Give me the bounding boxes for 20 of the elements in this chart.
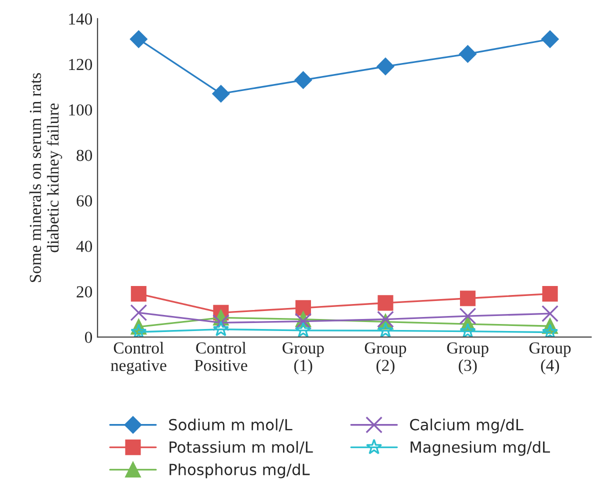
legend-label: Magnesium mg/dL [410,441,550,456]
legend-label: Calcium mg/dL [410,418,524,434]
y-tick-label: 80 [76,150,92,162]
x-tick-label: Group (4) [529,342,571,374]
x-tick-label: Control Positive [194,342,248,372]
y-tick-label: 100 [69,104,92,116]
y-tick-label: 60 [76,195,92,207]
y-tick-label: 20 [76,286,92,298]
x-tick-label: Group (1) [282,342,324,374]
x-tick-label: Group (3) [447,342,488,374]
x-tick-label: Group (2) [364,342,406,374]
y-tick-label: 0 [84,332,92,343]
legend-label: Phosphorus mg/dL [170,463,310,478]
y-axis-title: Some minerals on serum in rats diabetic kidney failure [29,73,62,282]
y-tick-label: 140 [69,13,92,25]
legend-label: Sodium m mol/L [169,418,292,432]
x-tick-label: Control negative [110,342,166,374]
y-tick-label: 40 [76,240,92,252]
y-tick-label: 120 [69,58,92,70]
legend-label: Potassium m mol/L [170,441,313,454]
